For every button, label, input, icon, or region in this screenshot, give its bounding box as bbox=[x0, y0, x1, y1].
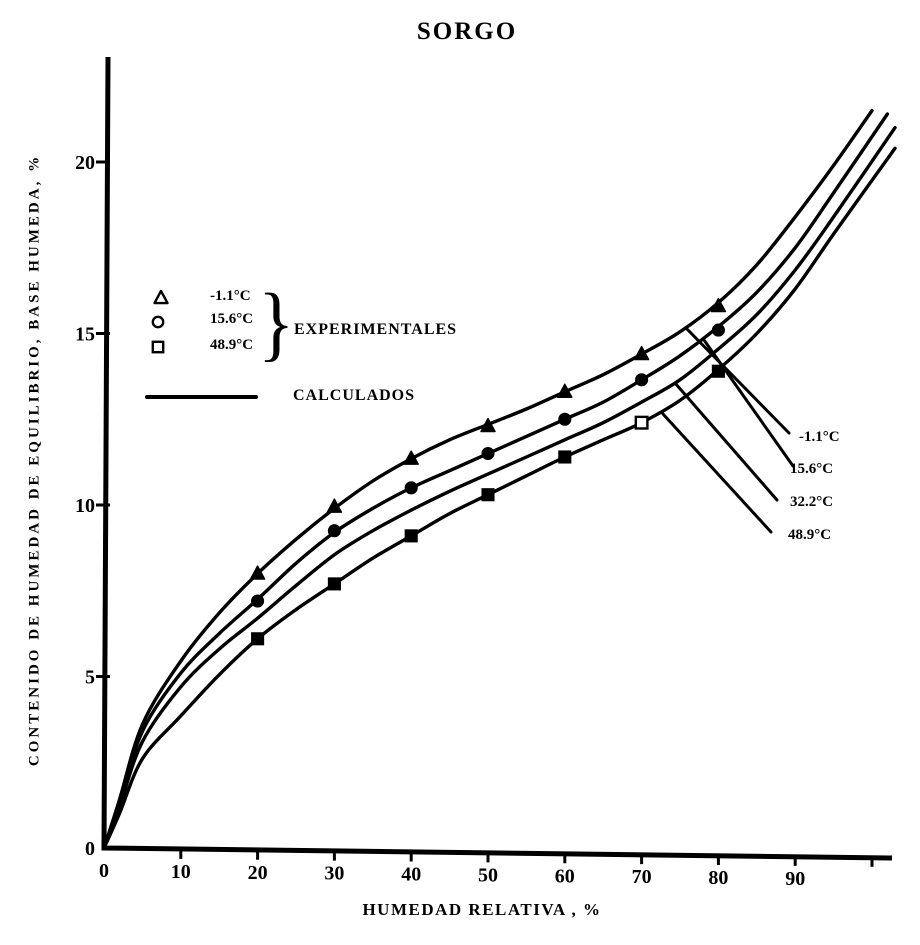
circle-marker bbox=[327, 524, 341, 538]
square-marker bbox=[558, 450, 572, 464]
axes bbox=[101, 56, 893, 861]
calculated-curve-1 bbox=[102, 112, 890, 850]
circle-marker bbox=[404, 481, 418, 495]
y-tick-label: 5 bbox=[85, 667, 95, 689]
x-tick-label: 70 bbox=[632, 866, 652, 888]
y-tick-label: 0 bbox=[85, 838, 95, 860]
triangle-marker bbox=[633, 345, 650, 361]
circle-marker bbox=[635, 373, 649, 387]
legend-circle-icon bbox=[151, 315, 165, 329]
curve-annotation-32-2c: 32.2°C bbox=[790, 494, 834, 510]
circle-marker bbox=[251, 594, 265, 608]
circle-marker bbox=[711, 323, 725, 337]
legend-label-circle: 15.6°C bbox=[210, 311, 254, 327]
triangle-marker bbox=[557, 383, 573, 398]
annotation-leader-line-3 bbox=[661, 412, 773, 534]
x-tick-label: 0 bbox=[99, 860, 109, 882]
square-marker bbox=[327, 577, 341, 591]
calculated-curve-3 bbox=[102, 146, 897, 850]
legend-square-icon bbox=[151, 340, 165, 354]
square-marker bbox=[404, 529, 418, 543]
y-tick-label: 20 bbox=[75, 152, 95, 174]
triangle-marker bbox=[403, 450, 419, 465]
curve-annotation-15-6c: 15.6°C bbox=[790, 461, 834, 477]
square-marker bbox=[481, 488, 495, 502]
x-tick-label: 40 bbox=[401, 864, 421, 886]
x-tick-label: 20 bbox=[248, 862, 268, 884]
y-tick-label: 10 bbox=[75, 495, 95, 517]
circle-marker bbox=[481, 447, 495, 461]
circle-marker bbox=[558, 412, 572, 426]
annotation-leader-line-1 bbox=[702, 338, 795, 468]
triangle-marker bbox=[326, 498, 343, 513]
annotation-leader-line-2 bbox=[673, 381, 779, 502]
triangle-marker bbox=[710, 297, 727, 313]
legend-label-square: 48.9°C bbox=[210, 337, 254, 353]
square-marker bbox=[634, 415, 649, 430]
legend-label-calculados: CALCULADOS bbox=[293, 387, 416, 404]
legend-brace: } bbox=[258, 277, 295, 370]
triangle-marker bbox=[249, 565, 266, 580]
x-tick-label: 90 bbox=[785, 868, 805, 890]
curve-annotation-48-9c: 48.9°C bbox=[788, 527, 832, 543]
x-tick-label: 30 bbox=[324, 863, 344, 885]
legend-label-triangle: -1.1°C bbox=[210, 288, 251, 304]
y-tick-label: 15 bbox=[75, 324, 95, 346]
square-marker bbox=[251, 632, 265, 646]
x-tick-label: 80 bbox=[708, 867, 728, 889]
square-marker bbox=[711, 364, 725, 378]
calculated-curve-2 bbox=[102, 126, 897, 850]
legend-group-label-experimentales: EXPERIMENTALES bbox=[294, 321, 458, 338]
y-axis-label: CONTENIDO DE HUMEDAD DE EQUILIBRIO, BASE… bbox=[26, 153, 43, 767]
curve-annotation-minus1-1c: -1.1°C bbox=[799, 429, 840, 445]
triangle-marker bbox=[480, 417, 496, 433]
annotation-leader-line-0 bbox=[684, 326, 791, 435]
x-tick-label: 50 bbox=[478, 864, 498, 886]
x-tick-label: 60 bbox=[555, 865, 575, 887]
calculated-curve-0 bbox=[102, 108, 874, 850]
chart-title: SORGO bbox=[416, 18, 518, 45]
legend-triangle-icon bbox=[153, 289, 169, 305]
x-axis-label: HUMEDAD RELATIVA , % bbox=[362, 900, 602, 919]
x-tick-label: 10 bbox=[171, 861, 191, 883]
